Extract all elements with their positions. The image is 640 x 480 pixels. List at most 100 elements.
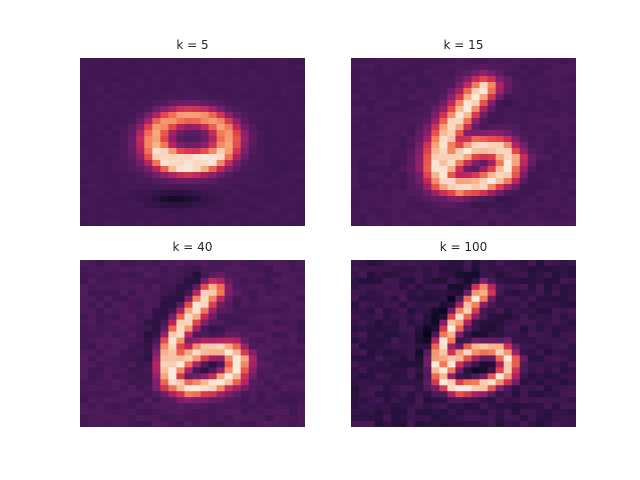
heatmap-cell (144, 190, 153, 197)
heatmap-cell (551, 190, 561, 197)
heatmap-cell (423, 283, 432, 291)
heatmap-cell (471, 403, 481, 410)
heatmap-cell (120, 271, 129, 279)
heatmap-cell (168, 295, 178, 303)
heatmap-cell (216, 379, 226, 386)
heatmap-cell (479, 391, 489, 398)
heatmap-cell (391, 271, 400, 279)
heatmap-cell (559, 154, 569, 161)
heatmap-cell (280, 397, 290, 404)
heatmap-cell (519, 373, 529, 380)
heatmap-cell (399, 64, 408, 71)
heatmap-cell (248, 100, 258, 107)
heatmap-cell (112, 172, 121, 179)
heatmap-cell (415, 166, 424, 173)
heatmap-cell (431, 94, 440, 101)
heatmap-cell (559, 70, 569, 77)
heatmap-cell (567, 136, 576, 143)
heatmap-cell (104, 283, 113, 291)
heatmap-cell (423, 58, 432, 65)
heatmap-cell (479, 397, 489, 404)
heatmap-cell (88, 277, 97, 285)
heatmap-cell (367, 196, 376, 203)
heatmap-cell (383, 319, 392, 327)
heatmap-cell (551, 172, 561, 179)
heatmap-cell (559, 361, 569, 368)
heatmap-cell (487, 160, 497, 167)
heatmap-cell (152, 208, 161, 215)
heatmap-cell (415, 415, 424, 422)
heatmap-cell (503, 331, 513, 339)
heatmap-cell (527, 373, 537, 380)
heatmap-cell (359, 214, 368, 221)
heatmap-cell (200, 160, 210, 167)
heatmap-cell (391, 260, 400, 267)
heatmap-cell (495, 385, 505, 392)
heatmap-cell (447, 208, 457, 215)
heatmap-cell (112, 260, 121, 267)
heatmap-cell (463, 415, 473, 422)
heatmap-cell (208, 295, 218, 303)
heatmap-cell (240, 283, 250, 291)
heatmap-cell (407, 349, 416, 357)
heatmap-cell (567, 148, 576, 155)
heatmap-cell (431, 124, 440, 131)
heatmap-cell (495, 349, 505, 357)
heatmap-cell (423, 367, 432, 374)
heatmap-cell (272, 361, 282, 368)
heatmap-cell (112, 208, 121, 215)
heatmap-cell (351, 172, 360, 179)
heatmap-cell (527, 100, 537, 107)
heatmap-cell (503, 196, 513, 203)
heatmap-cell (415, 82, 424, 89)
heatmap-cell (152, 100, 161, 107)
heatmap-cell (256, 88, 266, 95)
heatmap-cell (391, 313, 400, 321)
heatmap-cell (351, 130, 360, 137)
heatmap-cell (495, 178, 505, 185)
heatmap-cell (160, 208, 169, 215)
heatmap-cell (431, 160, 440, 167)
heatmap-cell (264, 82, 274, 89)
heatmap-cell (439, 277, 449, 285)
heatmap-cell (192, 277, 202, 285)
heatmap-cell (439, 124, 449, 131)
heatmap-cell (192, 196, 202, 203)
heatmap-cell (519, 136, 529, 143)
heatmap-cell (224, 361, 234, 368)
heatmap-cell (447, 172, 457, 179)
heatmap-cell (248, 355, 258, 362)
heatmap-cell (567, 166, 576, 173)
heatmap-cell (471, 367, 481, 374)
heatmap-cell (136, 337, 145, 345)
heatmap-cell (176, 325, 186, 333)
heatmap-cell (543, 415, 553, 422)
heatmap-cell (551, 220, 561, 226)
heatmap-cell (152, 88, 161, 95)
heatmap-cell (160, 142, 169, 149)
heatmap-cell (152, 260, 161, 267)
heatmap-cell (431, 319, 440, 327)
heatmap-cell (208, 415, 218, 422)
heatmap-cell (447, 214, 457, 221)
heatmap-cell (184, 421, 194, 427)
heatmap-cell (463, 208, 473, 215)
heatmap-cell (527, 265, 537, 273)
heatmap-cell (479, 202, 489, 209)
heatmap-cell (463, 112, 473, 119)
heatmap-cell (192, 307, 202, 315)
heatmap-cell (503, 142, 513, 149)
heatmap-cell (80, 88, 89, 95)
heatmap-cell (383, 208, 392, 215)
heatmap-k40 (80, 260, 305, 427)
heatmap-cell (527, 367, 537, 374)
heatmap-cell (527, 283, 537, 291)
heatmap-cell (399, 160, 408, 167)
heatmap-cell (351, 142, 360, 149)
heatmap-cell (264, 301, 274, 309)
heatmap-cell (543, 94, 553, 101)
heatmap-cell (519, 118, 529, 125)
heatmap-cell (487, 361, 497, 368)
heatmap-cell (136, 409, 145, 416)
heatmap-cell (144, 283, 153, 291)
